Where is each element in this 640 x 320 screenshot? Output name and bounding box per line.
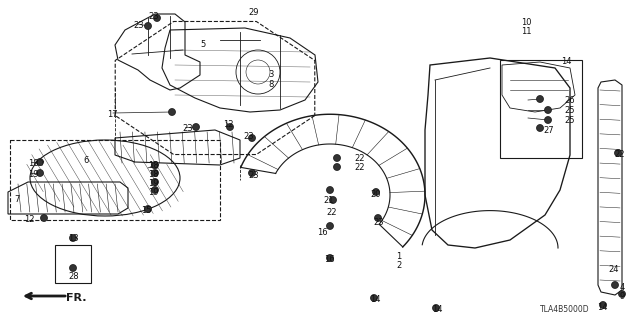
Text: TLA4B5000D: TLA4B5000D: [540, 305, 590, 314]
Circle shape: [333, 155, 340, 162]
Text: 22: 22: [614, 150, 625, 159]
Circle shape: [152, 179, 159, 186]
Text: 17: 17: [107, 110, 118, 119]
Circle shape: [330, 196, 337, 204]
Bar: [55, 245, 91, 283]
Bar: [500, 60, 582, 158]
Text: 7: 7: [14, 195, 19, 204]
Text: 14: 14: [432, 305, 442, 314]
Text: 23: 23: [243, 132, 253, 141]
Text: 23: 23: [148, 12, 159, 21]
Circle shape: [614, 149, 621, 156]
Circle shape: [152, 170, 159, 177]
Text: 14: 14: [597, 303, 607, 312]
Text: FR.: FR.: [66, 293, 86, 303]
Circle shape: [36, 158, 44, 165]
Text: 19: 19: [148, 188, 159, 197]
Circle shape: [248, 134, 255, 141]
Text: 23: 23: [373, 218, 383, 227]
Circle shape: [326, 187, 333, 194]
Text: 8: 8: [268, 80, 273, 89]
Text: 18: 18: [148, 170, 159, 179]
Text: 28: 28: [68, 272, 79, 281]
Circle shape: [168, 108, 175, 116]
Text: 2: 2: [396, 261, 401, 270]
Text: 16: 16: [317, 228, 328, 237]
Circle shape: [145, 205, 152, 212]
Circle shape: [371, 294, 378, 301]
Text: 22: 22: [354, 163, 365, 172]
Text: 14: 14: [561, 57, 572, 66]
Circle shape: [152, 187, 159, 194]
Circle shape: [193, 124, 200, 131]
Circle shape: [545, 116, 552, 124]
Circle shape: [227, 124, 234, 131]
Text: 29: 29: [248, 8, 259, 17]
Text: 22: 22: [354, 154, 365, 163]
Circle shape: [536, 124, 543, 132]
Circle shape: [611, 282, 618, 289]
Text: 23: 23: [182, 124, 193, 133]
Circle shape: [536, 95, 543, 102]
Text: 27: 27: [543, 126, 554, 135]
Circle shape: [145, 22, 152, 29]
Text: 6: 6: [83, 156, 88, 165]
Polygon shape: [151, 162, 159, 168]
Text: 11: 11: [521, 27, 531, 36]
Text: 12: 12: [24, 215, 35, 224]
Text: 19: 19: [28, 170, 38, 179]
Text: 26: 26: [564, 96, 575, 105]
Circle shape: [618, 291, 625, 298]
Circle shape: [545, 107, 552, 114]
Text: 5: 5: [200, 40, 205, 49]
Text: 3: 3: [268, 70, 273, 79]
Circle shape: [600, 301, 607, 308]
Text: 20: 20: [370, 190, 381, 199]
Text: 12: 12: [223, 120, 234, 129]
Circle shape: [70, 235, 77, 242]
Text: 25: 25: [564, 106, 575, 115]
Text: 16: 16: [324, 255, 335, 264]
Circle shape: [152, 162, 159, 169]
Text: 1: 1: [396, 252, 401, 261]
Circle shape: [333, 164, 340, 171]
Text: 19: 19: [148, 179, 159, 188]
Circle shape: [433, 305, 440, 311]
Text: 14: 14: [370, 295, 381, 304]
Text: 15: 15: [141, 206, 152, 215]
Text: 18: 18: [28, 159, 38, 168]
Circle shape: [374, 214, 381, 221]
Text: 23: 23: [133, 21, 143, 30]
Circle shape: [248, 170, 255, 177]
Text: 13: 13: [68, 234, 79, 243]
Circle shape: [154, 14, 161, 21]
Circle shape: [372, 188, 380, 196]
Circle shape: [326, 222, 333, 229]
Circle shape: [36, 170, 44, 177]
Text: 4: 4: [620, 283, 625, 292]
Text: 22: 22: [326, 208, 337, 217]
Circle shape: [40, 214, 47, 221]
Text: 24: 24: [608, 265, 618, 274]
Circle shape: [326, 254, 333, 261]
Text: 9: 9: [620, 292, 625, 301]
Text: 18: 18: [148, 161, 159, 170]
Text: 21: 21: [323, 196, 333, 205]
Bar: [10, 140, 220, 220]
Text: 25: 25: [564, 116, 575, 125]
Circle shape: [70, 265, 77, 271]
Polygon shape: [36, 159, 44, 165]
Text: 23: 23: [248, 171, 259, 180]
Text: 10: 10: [521, 18, 531, 27]
